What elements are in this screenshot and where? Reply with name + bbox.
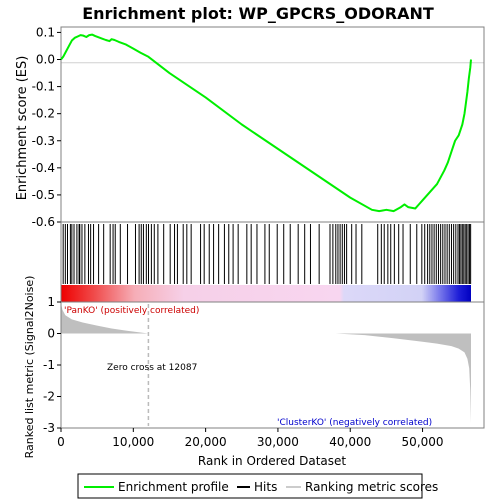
es-y-axis: 0.1 0.0 -0.1 -0.2 -0.3 -0.4 -0.5 -0.6 (32, 25, 61, 229)
metric-y-axis-label: Ranked list metric (Signal2Noise) (23, 276, 36, 459)
ranked-list-heatmap (61, 285, 471, 302)
x-tick-label: 30,000 (257, 435, 299, 449)
es-y-tick-label: 0.1 (36, 25, 55, 39)
metric-y-tick-label: -1 (43, 358, 55, 372)
chart-title: Enrichment plot: WP_GPCRS_ODORANT (82, 4, 434, 23)
x-axis: 0 10,000 20,000 30,000 40,000 50,000 (57, 428, 444, 449)
es-y-tick-label: -0.4 (32, 161, 55, 175)
legend-profile-label: Enrichment profile (118, 480, 229, 494)
es-y-tick-label: -0.1 (32, 80, 55, 94)
es-y-tick-label: -0.3 (32, 134, 55, 148)
es-y-tick-label: -0.5 (32, 188, 55, 202)
x-tick-label: 40,000 (329, 435, 371, 449)
legend-hits-label: Hits (254, 480, 277, 494)
metric-y-tick-label: 0 (47, 327, 55, 341)
enrichment-profile-line (60, 33, 472, 213)
metric-y-tick-label: 1 (47, 295, 55, 309)
x-tick-label: 50,000 (402, 435, 444, 449)
x-tick-label: 20,000 (185, 435, 227, 449)
ranking-metric-area (61, 303, 471, 424)
es-y-tick-label: 0.0 (36, 53, 55, 67)
es-y-tick-label: -0.6 (32, 215, 55, 229)
positive-correlation-label: 'PanKO' (positively correlated) (64, 306, 199, 316)
es-y-tick-label: -0.2 (32, 107, 55, 121)
negative-correlation-label: 'ClusterKO' (negatively correlated) (277, 418, 432, 428)
metric-y-tick-label: -2 (43, 390, 55, 404)
es-frame (60, 26, 485, 223)
es-y-axis-label: Enrichment score (ES) (15, 56, 30, 201)
x-tick-label: 0 (57, 435, 65, 449)
x-tick-label: 10,000 (112, 435, 154, 449)
hits-panel (60, 221, 485, 303)
es-panel: 0.1 0.0 -0.1 -0.2 -0.3 -0.4 -0.5 -0.6 Enrichmen… (15, 25, 485, 229)
legend-metric-label: Ranking metric scores (305, 480, 438, 494)
hit-marks (62, 224, 472, 284)
legend: Enrichment profile Hits Ranking metric s… (77, 473, 438, 499)
metric-y-axis: 1 0 -1 -2 -3 (43, 295, 61, 435)
metric-y-tick-label: -3 (43, 421, 55, 435)
zero-cross-label: Zero cross at 12087 (107, 363, 197, 373)
ranked-metric-panel: 1 0 -1 -2 -3 'PanKO' (positively correlated)… (23, 276, 485, 459)
x-axis-label: Rank in Ordered Dataset (198, 454, 346, 468)
